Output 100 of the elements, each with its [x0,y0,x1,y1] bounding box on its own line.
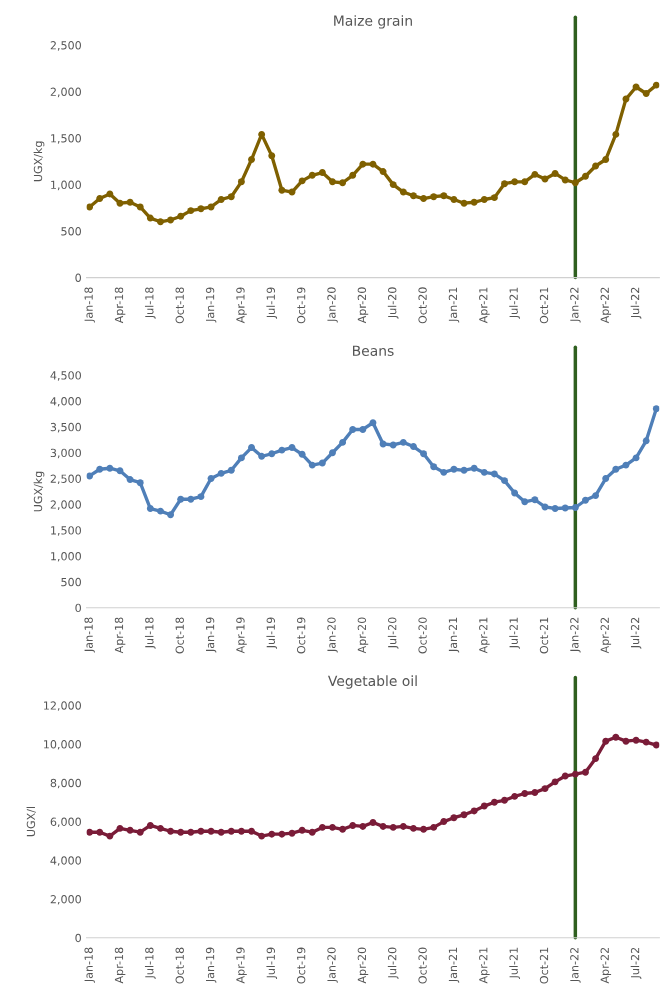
x-tick-label: Apr-18 [114,617,126,654]
point [531,789,539,796]
x-tick-label: Apr-20 [357,947,369,984]
point [389,823,397,831]
point [227,193,235,201]
point [106,464,114,472]
y-tick-label: 2,000 [50,500,81,510]
point [450,196,458,203]
point [521,498,529,506]
point [126,826,134,834]
point [359,426,367,433]
point [551,778,559,786]
point [126,198,134,206]
x-tick-label: Oct-19 [296,947,306,984]
point [187,495,195,503]
point [460,199,468,207]
point [561,772,569,780]
point [420,825,428,833]
point [177,828,185,836]
x-tick-label: Apr-19 [236,617,247,654]
x-tick-label: Jul-21 [509,617,520,649]
point [197,827,205,835]
point [571,179,579,187]
point [409,192,417,200]
point [207,827,215,835]
point [349,821,357,829]
x-tick-label: Jan-20 [327,617,338,653]
point [561,504,569,512]
point [511,178,519,186]
point [571,770,579,778]
point [318,169,326,176]
point [207,475,215,483]
point [116,199,124,207]
x-tick-label: Jan-19 [205,287,217,323]
x-tick-label: Jan-18 [84,947,95,983]
point [318,823,326,831]
y-axis-title: UGX/kg [33,471,45,512]
point [359,160,367,168]
point [531,170,539,178]
point [258,130,266,138]
x-tick-label: Oct-20 [418,947,427,984]
y-tick-label: 500 [61,577,81,587]
chart-title: Beans [353,345,394,356]
chart-title: Vegetable oil [328,675,417,689]
x-tick-label: Jul-19 [266,617,278,649]
point [501,477,508,485]
point [177,495,185,503]
point [389,441,397,449]
x-tick-label: Jul-20 [387,617,399,649]
x-tick-label: Oct-18 [175,287,184,324]
x-tick-label: Jan-22 [570,287,581,323]
y-tick-label: 12,000 [44,701,81,711]
point [399,438,407,446]
point [652,405,660,413]
point [268,152,276,160]
y-tick-label: 0 [75,273,81,282]
x-tick-label: Jan-22 [570,617,581,653]
point [126,476,134,484]
point [561,176,569,184]
point [632,736,640,744]
point [541,785,549,793]
point [278,446,286,454]
point [339,438,347,446]
point [146,214,154,222]
point [440,192,448,200]
point [612,465,620,473]
point [409,443,417,450]
point [480,196,488,203]
y-tick-label: 1,500 [51,526,81,536]
y-tick-label: 500 [61,227,81,236]
x-tick-label: Apr-21 [479,617,490,654]
point [86,203,94,211]
x-tick-label: Jul-19 [266,947,278,979]
point [167,216,175,224]
point [592,755,600,763]
point [571,504,579,511]
point [298,450,306,458]
x-tick-label: Apr-20 [357,287,369,324]
y-tick-label: 4,000 [50,856,81,866]
point [237,454,245,462]
y-axis-title: UGX/kg [33,141,45,182]
point [379,168,387,176]
point [440,818,448,826]
point [146,505,154,512]
point [197,205,205,213]
x-tick-label: Apr-18 [114,947,126,984]
point [96,465,104,473]
point [96,195,104,203]
point [369,819,377,827]
point [652,81,660,89]
x-tick-label: Jul-20 [387,287,399,319]
point [409,824,417,832]
point [288,829,296,837]
point [116,467,124,475]
point [430,823,438,831]
point [642,738,650,746]
point [227,466,235,474]
point [602,475,610,483]
y-axis-title: UGX/l [26,807,37,837]
x-tick-label: Apr-20 [357,617,369,654]
